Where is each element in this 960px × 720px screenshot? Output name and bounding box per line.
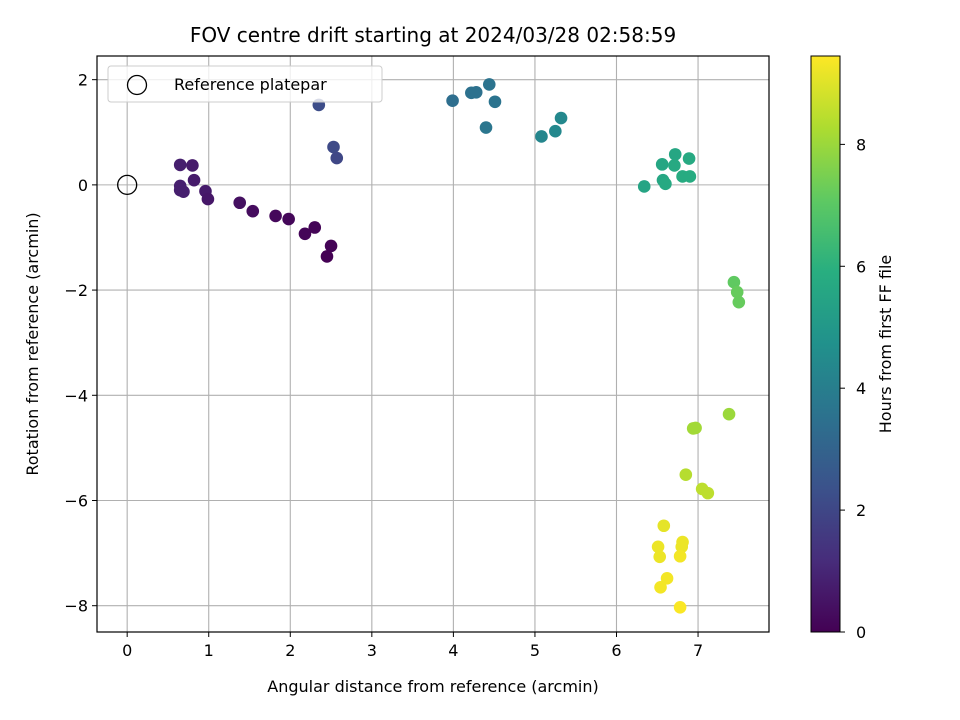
plot-frame xyxy=(96,55,770,633)
data-point xyxy=(730,285,744,299)
x-tick-label: 5 xyxy=(530,641,540,660)
data-point xyxy=(655,158,669,171)
y-axis-label: Rotation from reference (arcmin) xyxy=(23,212,42,475)
data-point xyxy=(689,421,702,435)
x-tick-label: 1 xyxy=(204,641,214,660)
data-point xyxy=(535,130,548,143)
data-point xyxy=(554,111,568,125)
y-tick-label: −2 xyxy=(64,281,88,300)
data-point xyxy=(282,212,295,226)
colorbar-tick-label: 0 xyxy=(856,623,866,642)
data-point xyxy=(732,295,746,309)
data-point xyxy=(673,600,687,614)
colorbar-tick-label: 6 xyxy=(856,257,866,276)
colorbar-tick-label: 4 xyxy=(856,379,866,398)
data-point xyxy=(722,407,736,421)
x-tick-label: 4 xyxy=(448,641,458,660)
data-point xyxy=(482,78,496,91)
data-point xyxy=(298,227,312,241)
data-point xyxy=(327,140,340,154)
data-point xyxy=(201,192,215,206)
colorbar-label: Hours from first FF file xyxy=(876,255,895,434)
x-tick-label: 7 xyxy=(693,641,703,660)
data-point xyxy=(479,121,493,134)
data-point xyxy=(727,275,741,289)
x-axis: 0 1 2 3 4 5 6 7 xyxy=(122,632,703,660)
data-point xyxy=(637,180,651,193)
reference-point-marker xyxy=(117,174,138,196)
y-tick-label: −6 xyxy=(64,491,88,510)
chart-title: FOV centre drift starting at 2024/03/28 … xyxy=(190,23,676,47)
x-tick-label: 0 xyxy=(122,641,132,660)
data-point xyxy=(173,158,187,172)
y-tick-label: 0 xyxy=(78,176,88,195)
legend-box xyxy=(107,65,383,103)
data-point xyxy=(683,170,697,183)
data-point xyxy=(320,250,334,263)
data-point xyxy=(324,239,338,253)
data-point xyxy=(659,177,672,191)
data-point xyxy=(187,173,201,187)
y-tick-label: −8 xyxy=(64,597,88,616)
data-point xyxy=(233,196,247,210)
y-tick-label: −4 xyxy=(64,386,88,405)
data-point xyxy=(668,148,682,161)
data-point xyxy=(673,549,687,563)
x-tick-label: 6 xyxy=(611,641,621,660)
data-point xyxy=(654,580,667,594)
y-tick-label: 2 xyxy=(78,71,88,90)
legend-marker-icon xyxy=(126,74,148,96)
data-point xyxy=(657,519,671,533)
legend: Reference platepar xyxy=(107,65,383,103)
data-point xyxy=(549,124,562,138)
data-point xyxy=(469,85,483,99)
data-point xyxy=(186,159,199,172)
data-point xyxy=(446,94,459,108)
y-axis: −8 −6 −4 −2 0 2 xyxy=(64,71,97,616)
colorbar-tick-label: 8 xyxy=(856,135,866,154)
data-point xyxy=(246,204,260,218)
data-point xyxy=(679,468,693,482)
data-point xyxy=(653,550,667,564)
colorbar: 0 2 4 6 8 Hours from first FF file xyxy=(810,55,895,642)
data-point xyxy=(675,540,689,554)
x-axis-label: Angular distance from reference (arcmin) xyxy=(267,677,598,696)
data-point xyxy=(668,159,681,172)
colorbar-ticks: 0 2 4 6 8 xyxy=(840,135,866,642)
data-point xyxy=(660,572,674,585)
data-point xyxy=(330,151,344,165)
data-point xyxy=(269,209,282,223)
legend-label: Reference platepar xyxy=(174,75,327,94)
data-point xyxy=(308,221,322,234)
x-tick-label: 2 xyxy=(285,641,295,660)
grid xyxy=(97,56,769,632)
colorbar-gradient xyxy=(810,55,841,633)
data-point xyxy=(651,540,665,554)
data-point xyxy=(682,152,696,165)
colorbar-tick-label: 2 xyxy=(856,501,866,520)
data-point xyxy=(701,486,715,500)
data-points xyxy=(117,78,746,614)
data-point xyxy=(177,185,190,199)
x-tick-label: 3 xyxy=(367,641,377,660)
data-point xyxy=(488,95,502,109)
